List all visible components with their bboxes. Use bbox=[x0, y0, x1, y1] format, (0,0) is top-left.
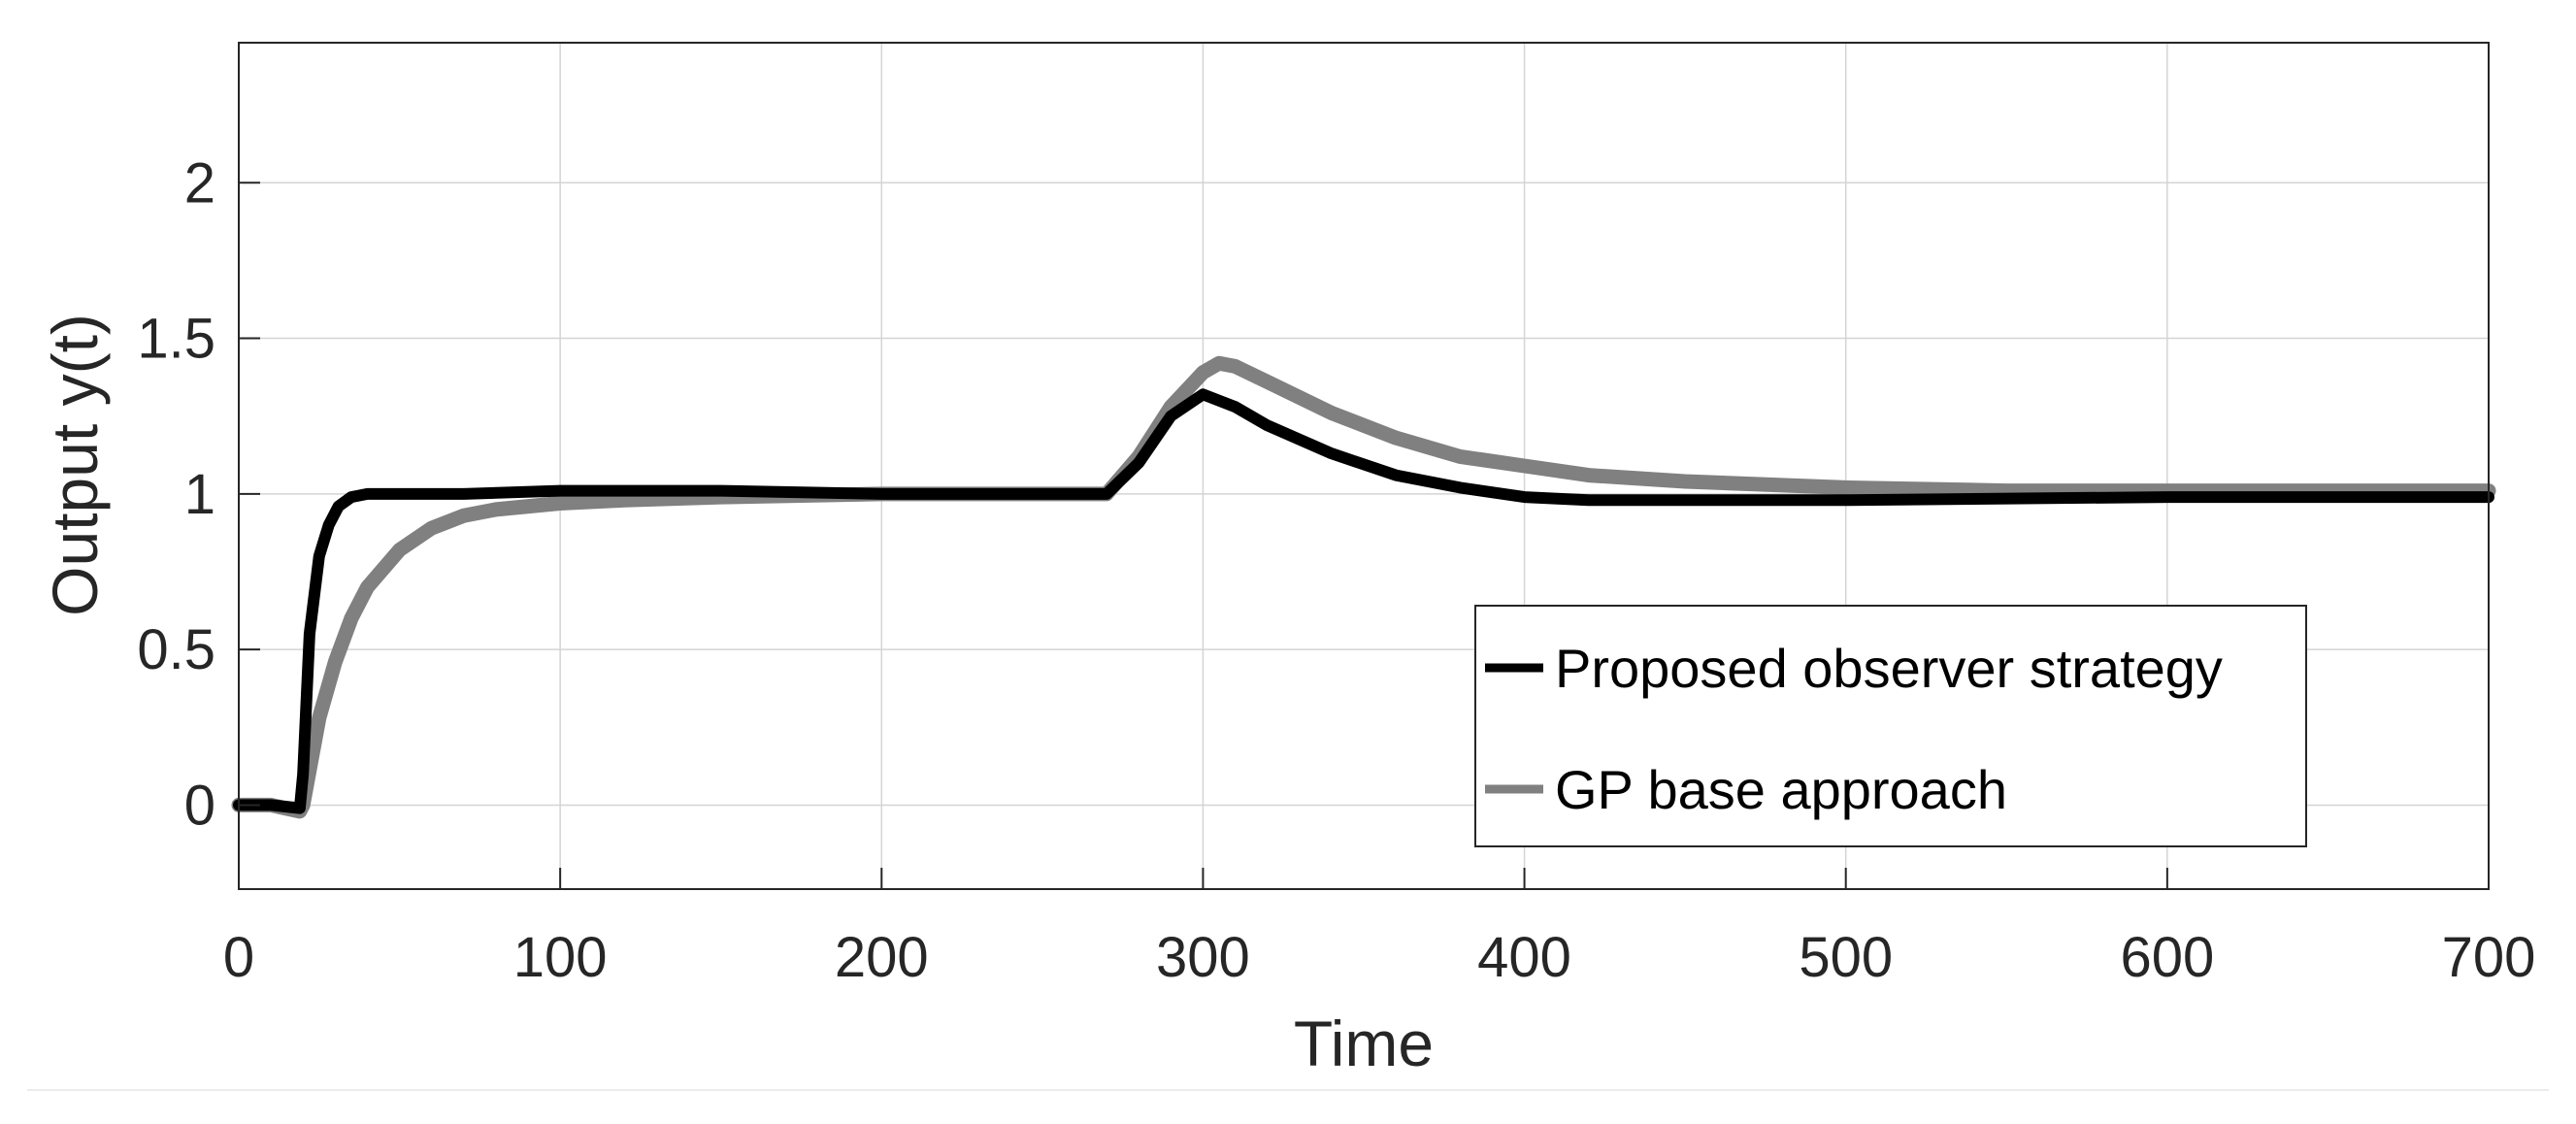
x-axis-label: Time bbox=[1294, 1008, 1434, 1079]
x-tick-label: 500 bbox=[1799, 926, 1893, 989]
legend-box bbox=[1474, 605, 2307, 847]
ticks bbox=[238, 182, 2490, 889]
y-tick-label: 2 bbox=[184, 151, 215, 215]
x-tick-label: 700 bbox=[2442, 926, 2536, 989]
series-line-proposed bbox=[233, 388, 2494, 814]
x-tick-labels: 0 100 200 300 400 500 600 700 bbox=[223, 926, 2536, 989]
legend-label-proposed: Proposed observer strategy bbox=[1555, 638, 2223, 699]
y-axis-label: Output y(t) bbox=[39, 314, 111, 616]
x-tick-label: 400 bbox=[1477, 926, 1571, 989]
x-tick-label: 300 bbox=[1156, 926, 1250, 989]
y-tick-label: 0.5 bbox=[137, 618, 215, 681]
legend: Proposed observer strategy GP base appro… bbox=[1474, 605, 2307, 847]
x-tick-label: 0 bbox=[223, 926, 254, 989]
x-tick-label: 600 bbox=[2120, 926, 2214, 989]
axes-box bbox=[238, 42, 2490, 890]
legend-label-gp: GP base approach bbox=[1555, 759, 2007, 820]
y-tick-labels: 0 0.5 1 1.5 2 bbox=[137, 151, 215, 837]
x-tick-label: 200 bbox=[835, 926, 929, 989]
y-tick-label: 1 bbox=[184, 463, 215, 526]
bottom-rule bbox=[27, 1089, 2549, 1091]
series-layer bbox=[231, 355, 2496, 819]
x-tick-label: 100 bbox=[513, 926, 608, 989]
y-tick-label: 1.5 bbox=[137, 308, 215, 371]
y-tick-label: 0 bbox=[184, 774, 215, 837]
